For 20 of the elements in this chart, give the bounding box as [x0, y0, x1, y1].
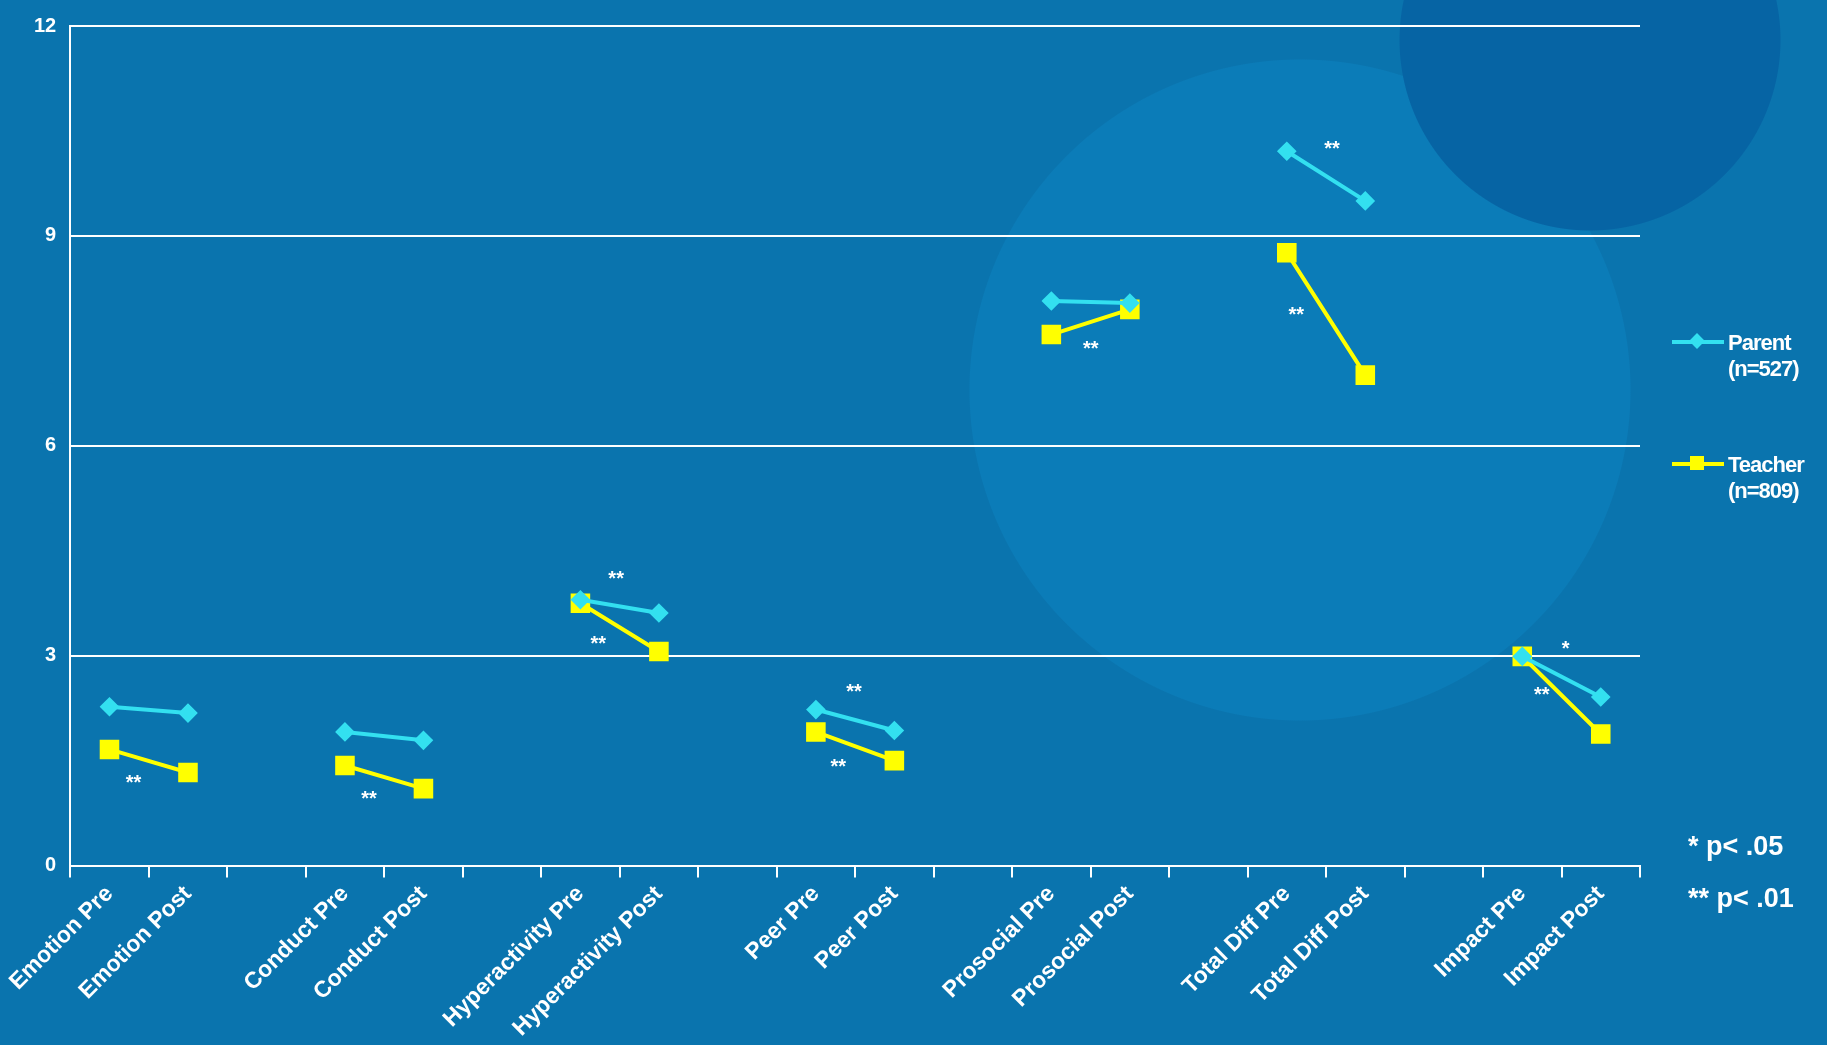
annotation: * — [1561, 637, 1570, 660]
annotation: ** — [590, 632, 607, 655]
annotation: ** — [846, 680, 862, 703]
annotation: ** — [1533, 683, 1550, 706]
legend-label: Parent (n=527) — [1728, 330, 1799, 382]
annotation: ** — [1288, 303, 1305, 326]
text: * p< .05 — [1688, 831, 1784, 861]
text: ** p< .01 — [1688, 883, 1794, 913]
y-tick-label: 0 — [45, 853, 57, 876]
legend-label: Teacher (n=809) — [1728, 452, 1804, 504]
annotation: ** — [1324, 136, 1341, 159]
y-tick-label: 9 — [45, 223, 57, 246]
annotation: ** — [125, 771, 142, 794]
annotation: ** — [361, 787, 377, 810]
y-tick-label: 12 — [34, 13, 57, 36]
y-tick-label: 6 — [45, 433, 57, 456]
y-tick-label: 3 — [45, 643, 57, 666]
annotation: ** — [608, 566, 625, 589]
annotation: ** — [1082, 336, 1099, 359]
annotation: ** — [830, 755, 847, 778]
